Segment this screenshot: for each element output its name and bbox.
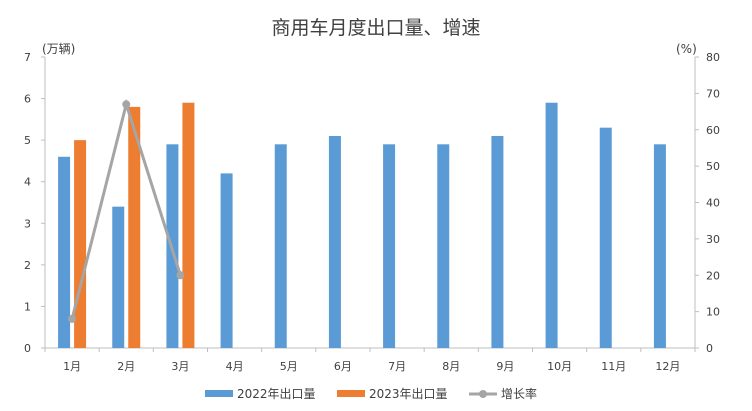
x-tick-label: 10月: [547, 360, 572, 373]
growth-rate-point: [176, 271, 185, 280]
x-tick-label: 5月: [280, 360, 298, 373]
y-left-tick-label: 4: [24, 176, 31, 189]
y-right-tick-label: 20: [706, 269, 720, 282]
growth-rate-point: [122, 100, 131, 109]
legend-label: 2023年出口量: [369, 387, 448, 401]
x-tick-label: 2月: [117, 360, 135, 373]
y-left-unit: (万辆): [42, 42, 75, 56]
growth-rate-line: [70, 98, 182, 320]
x-tick-label: 3月: [171, 360, 189, 373]
y-left-tick-label: 6: [24, 93, 31, 106]
bar-2022: [328, 135, 341, 348]
y-left-tick-label: 5: [24, 134, 31, 147]
growth-rate-point: [68, 314, 77, 323]
legend-label: 增长率: [501, 386, 537, 401]
bar-2023: [74, 140, 87, 348]
bar-2022: [545, 102, 558, 348]
y-right-tick-label: 80: [706, 51, 720, 64]
bar-2022: [653, 144, 666, 348]
legend: 2022年出口量 2023年出口量 增长率: [205, 386, 537, 401]
bar-2022: [274, 144, 287, 348]
bar-2022: [58, 156, 71, 348]
bar-2022: [112, 206, 125, 348]
x-tick-label: 7月: [388, 360, 406, 373]
legend-swatch: [205, 390, 233, 397]
x-tick-label: 6月: [334, 360, 352, 373]
bar-2022: [491, 135, 504, 348]
x-tick-label: 8月: [442, 360, 460, 373]
legend-swatch: [337, 390, 365, 397]
y-left-tick-label: 1: [24, 300, 31, 313]
chart-title: 商用车月度出口量、增速: [271, 17, 480, 39]
y-right-tick-label: 50: [706, 160, 720, 173]
y-right-tick-label: 60: [706, 124, 720, 137]
y-left-tick-label: 2: [24, 259, 31, 272]
x-tick-label: 11月: [601, 360, 626, 373]
bar-2023: [128, 106, 141, 348]
y-right-tick-label: 40: [706, 197, 720, 210]
bar-2023: [182, 102, 195, 348]
x-tick-label: 1月: [63, 360, 81, 373]
y-right-tick-label: 70: [706, 87, 720, 100]
y-left-tick-label: 0: [24, 342, 31, 355]
bar-2022: [437, 144, 450, 348]
legend-marker: [479, 390, 487, 398]
bar-2022: [383, 144, 396, 348]
x-tick-label: 12月: [655, 360, 680, 373]
y-right-tick-label: 0: [706, 342, 713, 355]
y-right-tick-label: 30: [706, 233, 720, 246]
y-left-tick-label: 3: [24, 217, 31, 230]
y-right-tick-label: 10: [706, 306, 720, 319]
legend-label: 2022年出口量: [237, 387, 316, 401]
y-right-unit: (%): [676, 42, 697, 56]
x-tick-label: 9月: [496, 360, 514, 373]
x-tick-label: 4月: [226, 360, 244, 373]
bar-2022: [220, 173, 233, 348]
bar-2022: [599, 127, 612, 349]
y-left-tick-label: 7: [24, 51, 31, 64]
